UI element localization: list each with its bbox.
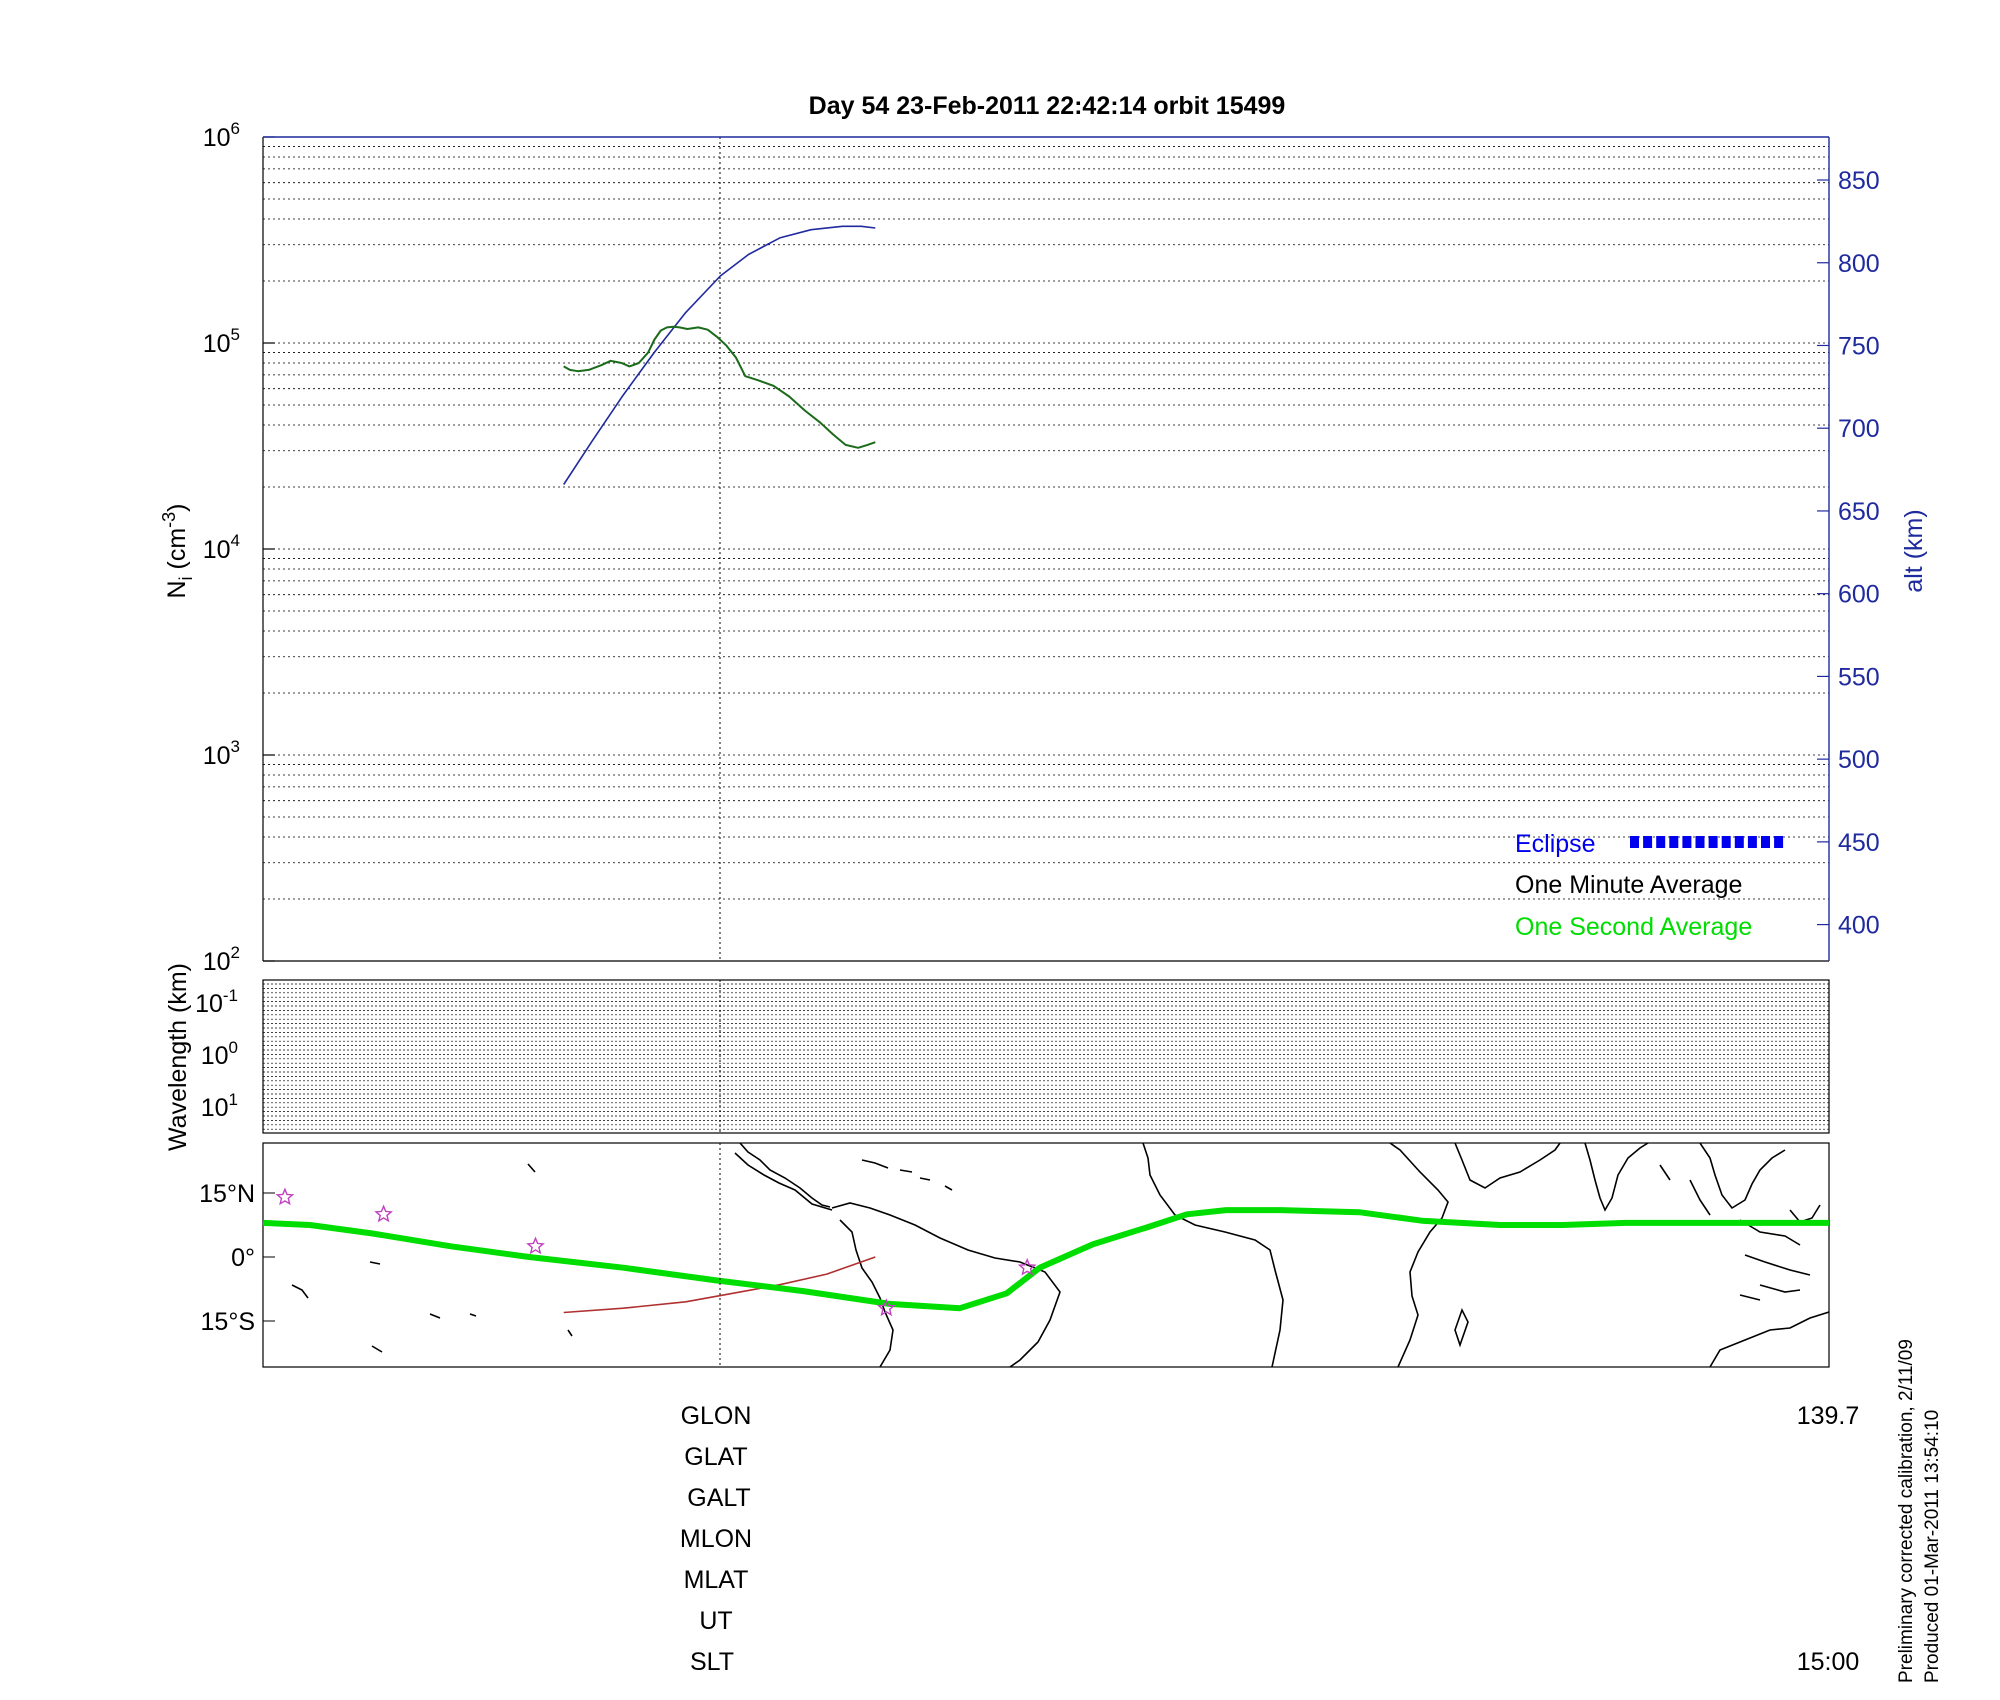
map-series bbox=[263, 1187, 1829, 1317]
density-panel: 102 103 104 105 106 400 450 500 550 600 650 700 750… bbox=[159, 119, 1928, 976]
altitude-line bbox=[563, 225, 876, 485]
map-tick-label-15s: 15°S bbox=[201, 1308, 255, 1336]
legend: Eclipse One Minute Average One Second Av… bbox=[1515, 830, 1784, 941]
wavelength-panel: Wavelength (km) 10-1 100 101 bbox=[164, 963, 1830, 1151]
density-tick-label: 106 bbox=[203, 119, 240, 152]
label-slt-end-value: 15:00 bbox=[1797, 1648, 1860, 1676]
altitude-tick-label: 750 bbox=[1838, 332, 1880, 360]
altitude-tick-label: 500 bbox=[1838, 746, 1880, 774]
label-ut: UT bbox=[699, 1607, 732, 1635]
ground-station-marker bbox=[275, 1187, 295, 1206]
central-america-coast bbox=[734, 1152, 833, 1211]
ground-station-marker bbox=[374, 1204, 393, 1223]
altitude-y-axis-label: alt (km) bbox=[1900, 509, 1928, 592]
map-tick-label-0: 0° bbox=[231, 1244, 255, 1272]
coastlines bbox=[291, 1143, 1829, 1367]
south-america-coast bbox=[831, 1202, 1061, 1367]
eclipse-segment bbox=[1747, 836, 1757, 848]
density-tick-label: 105 bbox=[203, 325, 240, 358]
label-glat: GLAT bbox=[684, 1443, 747, 1471]
density-series bbox=[563, 225, 876, 485]
altitude-tick-label: 850 bbox=[1838, 167, 1880, 195]
wavelength-y-axis-label: Wavelength (km) bbox=[164, 963, 192, 1151]
altitude-tick-label: 600 bbox=[1838, 581, 1880, 609]
eclipse-segment bbox=[1761, 836, 1770, 848]
label-glon: GLON bbox=[681, 1402, 752, 1430]
altitude-tick-label: 800 bbox=[1838, 250, 1880, 278]
magnetic-footprint-line bbox=[563, 1256, 876, 1314]
eclipse-segment bbox=[1669, 836, 1679, 848]
legend-one-minute-label: One Minute Average bbox=[1515, 871, 1742, 899]
chart-title: Day 54 23-Feb-2011 22:42:14 orbit 15499 bbox=[809, 92, 1286, 120]
wavelength-tick-label: 10-1 bbox=[195, 986, 238, 1018]
eclipse-segment bbox=[1774, 836, 1784, 848]
altitude-y-ticks: 400 450 500 550 600 650 700 750 800 850 bbox=[1817, 167, 1880, 940]
arabia-india-coast bbox=[1454, 1143, 1711, 1216]
eclipse-segment bbox=[1656, 836, 1666, 848]
altitude-tick-label: 450 bbox=[1838, 829, 1880, 857]
altitude-tick-label: 700 bbox=[1838, 415, 1880, 443]
density-tick-label: 103 bbox=[203, 737, 240, 770]
label-mlat: MLAT bbox=[684, 1566, 749, 1594]
australia-coast bbox=[1709, 1311, 1829, 1367]
density-grid bbox=[263, 146, 1829, 961]
ground-station-marker bbox=[876, 1298, 896, 1317]
legend-eclipse-label: Eclipse bbox=[1515, 830, 1596, 858]
map-y-ticks: 15°N 0° 15°S bbox=[199, 1180, 275, 1336]
eclipse-indicator bbox=[1630, 836, 1784, 848]
eclipse-segment bbox=[1721, 836, 1731, 848]
density-line bbox=[563, 325, 876, 449]
wavelength-grid bbox=[263, 983, 1829, 1130]
map-tick-label-15n: 15°N bbox=[199, 1180, 255, 1208]
ground-station-marker bbox=[1017, 1257, 1037, 1276]
label-glon-end-value: 139.7 bbox=[1797, 1402, 1860, 1430]
density-y-axis-label: Ni (cm-3) bbox=[159, 503, 196, 598]
eclipse-segment bbox=[1734, 836, 1744, 848]
orbit-parameter-labels: GLON GLAT GALT MLON MLAT UT SLT 139.7 15… bbox=[680, 1402, 1859, 1676]
legend-one-second-label: One Second Average bbox=[1515, 913, 1752, 941]
africa-coast bbox=[1142, 1143, 1449, 1367]
wavelength-y-ticks: 10-1 100 101 bbox=[195, 986, 238, 1122]
label-galt: GALT bbox=[687, 1484, 750, 1512]
madagascar bbox=[1454, 1307, 1469, 1348]
eclipse-segment bbox=[1630, 836, 1639, 848]
satellite-ground-track bbox=[263, 1207, 1829, 1312]
altitude-tick-label: 400 bbox=[1838, 912, 1880, 940]
map-panel: 15°N 0° 15°S bbox=[199, 1142, 1830, 1368]
density-tick-label: 104 bbox=[203, 531, 240, 564]
density-tick-label: 102 bbox=[203, 943, 240, 976]
density-y-ticks: 102 103 104 105 106 bbox=[203, 119, 275, 976]
southeast-asia-coast bbox=[1699, 1143, 1821, 1301]
eclipse-segment bbox=[1682, 836, 1692, 848]
ground-station-marker bbox=[526, 1236, 545, 1255]
eclipse-segment bbox=[1643, 836, 1653, 848]
wavelength-tick-label: 100 bbox=[201, 1038, 238, 1070]
eclipse-segment bbox=[1708, 836, 1718, 848]
label-mlon: MLON bbox=[680, 1525, 752, 1553]
wavelength-plot-frame bbox=[262, 979, 1830, 1134]
north-america-coast bbox=[739, 1143, 831, 1208]
altitude-tick-label: 650 bbox=[1838, 498, 1880, 526]
footer-produced-timestamp: Produced 01-Mar-2011 13:54:10 bbox=[1922, 1410, 1943, 1683]
label-slt: SLT bbox=[690, 1648, 734, 1676]
wavelength-tick-label: 101 bbox=[201, 1090, 238, 1122]
caribbean-islands bbox=[291, 1159, 953, 1353]
altitude-tick-label: 550 bbox=[1838, 663, 1880, 691]
footer-calibration-note: Preliminary corrected calibration, 2/11/… bbox=[1896, 1339, 1917, 1683]
eclipse-segment bbox=[1695, 836, 1705, 848]
